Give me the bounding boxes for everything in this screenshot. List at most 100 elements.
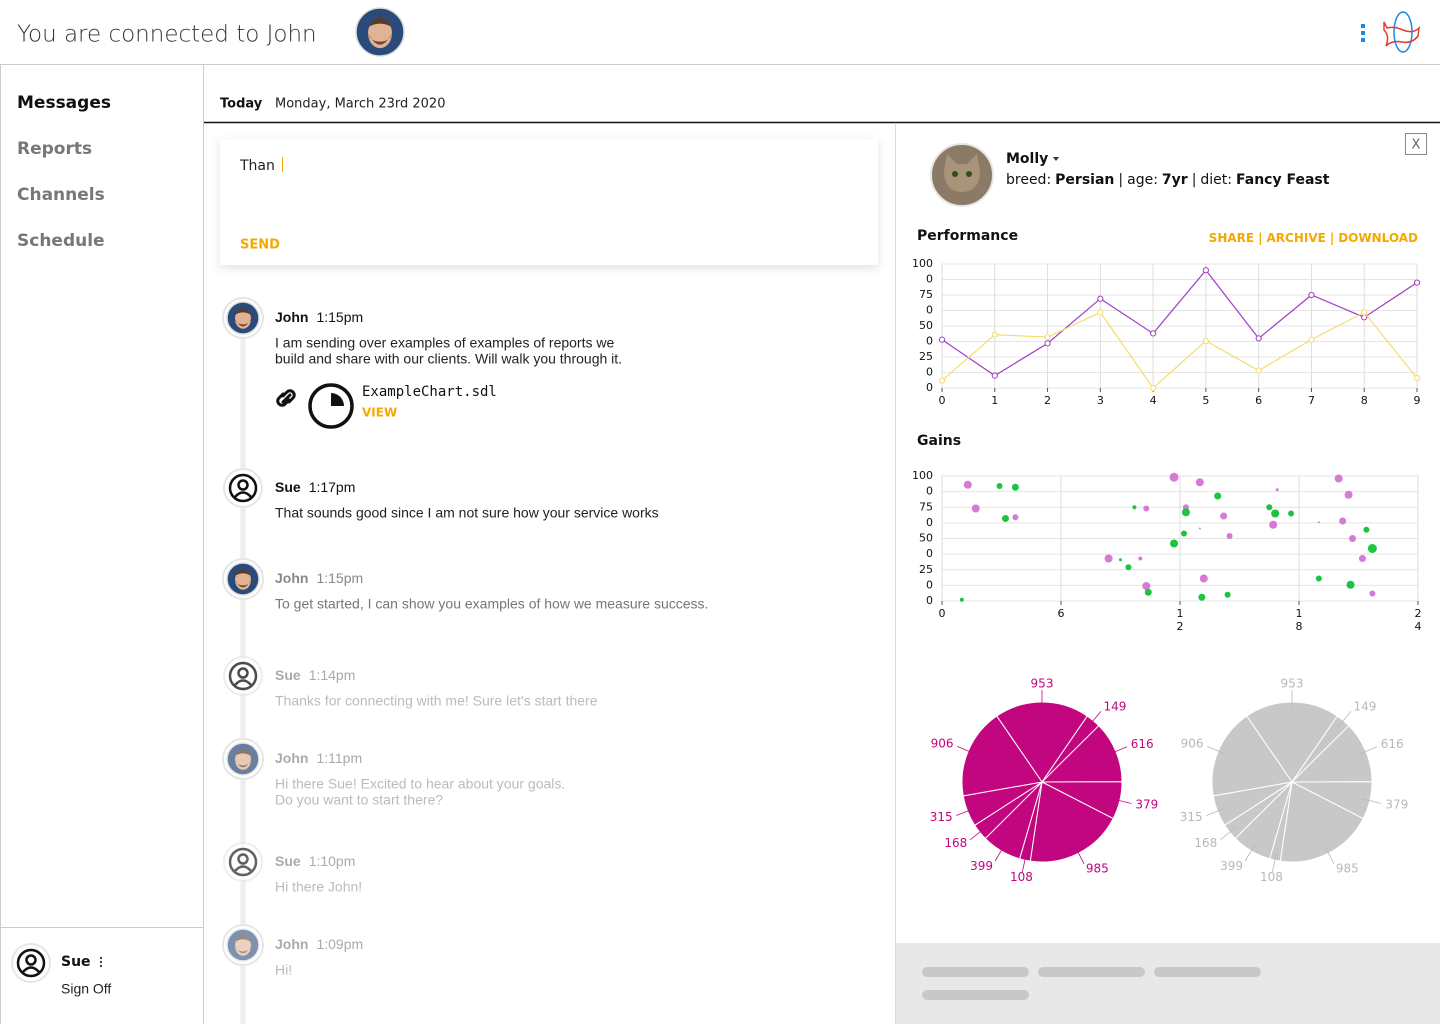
leader-line xyxy=(1361,798,1382,804)
menu-icon[interactable] xyxy=(1361,24,1365,42)
avatar-outline xyxy=(228,847,258,877)
point xyxy=(1220,512,1228,520)
avatar-hair xyxy=(235,935,251,942)
attachment-file: ExampleChart.sdl xyxy=(362,384,497,400)
point xyxy=(1226,533,1233,539)
x-tick-label: 2 xyxy=(1044,394,1051,407)
y-tick-label: 0 xyxy=(926,594,933,607)
message-name: Sue xyxy=(275,853,301,869)
point xyxy=(1198,593,1206,601)
pie-label: 399 xyxy=(970,859,993,873)
leader-line xyxy=(1220,826,1237,841)
pet-head xyxy=(944,154,980,192)
avatar-photo xyxy=(226,928,260,962)
x-tick-label: 8 xyxy=(1361,394,1368,407)
y-tick-label: 50 xyxy=(919,319,933,332)
footer-panel xyxy=(896,943,1440,1024)
y-tick-label: 25 xyxy=(919,563,933,576)
separator: | xyxy=(1192,172,1197,188)
header-title: You are connected to John xyxy=(17,22,317,48)
point xyxy=(1125,564,1132,571)
point xyxy=(1271,509,1280,518)
point xyxy=(1138,556,1143,561)
field-value: Fancy Feast xyxy=(1236,172,1330,188)
point xyxy=(1214,492,1222,500)
avatar-icon xyxy=(223,842,263,882)
point xyxy=(1170,539,1179,548)
avatar-outline xyxy=(16,948,46,978)
composer[interactable] xyxy=(220,139,878,265)
message-header: John 1:11pm xyxy=(275,750,362,766)
point xyxy=(1044,340,1051,347)
avatar-ring xyxy=(226,562,260,596)
message-name: John xyxy=(275,570,308,586)
pie-label: 315 xyxy=(1180,810,1203,824)
nav-item[interactable]: Schedule xyxy=(17,231,105,251)
avatar-hair xyxy=(235,308,251,315)
pet-name[interactable]: Molly xyxy=(1006,151,1048,167)
avatar-beard xyxy=(235,945,251,954)
separator: | xyxy=(1258,231,1262,245)
attachment-view[interactable]: VIEW xyxy=(362,406,397,420)
x-tick-label: 6 xyxy=(1058,607,1065,620)
message-header: John 1:09pm xyxy=(275,936,363,952)
user-menu[interactable] xyxy=(99,956,103,968)
leader-line xyxy=(1206,807,1226,816)
avatar-ring xyxy=(226,928,260,962)
y-tick-label: 0 xyxy=(926,485,933,498)
skeleton xyxy=(1154,967,1261,977)
composer-draft[interactable]: Than xyxy=(239,158,275,174)
y-tick-label: 0 xyxy=(926,381,933,394)
message-header: Sue 1:10pm xyxy=(275,853,355,869)
pie-label: 985 xyxy=(1336,862,1359,876)
close-label[interactable]: X xyxy=(1412,138,1421,153)
point xyxy=(1202,337,1209,344)
avatar-body xyxy=(234,491,252,498)
y-tick-label: 0 xyxy=(926,516,933,529)
x-tick-label: 5 xyxy=(1202,394,1209,407)
point xyxy=(1104,554,1113,563)
point xyxy=(1198,527,1201,530)
message-time: 1:11pm xyxy=(316,750,362,766)
nav-item[interactable]: Channels xyxy=(17,185,105,205)
message-header: John 1:15pm xyxy=(275,570,363,586)
date-label: Today xyxy=(220,97,263,112)
point xyxy=(1288,510,1295,517)
message-text: Do you want to start there? xyxy=(275,792,443,808)
send-button[interactable]: SEND xyxy=(240,238,280,253)
avatar-beard xyxy=(235,318,251,327)
avatar-ring xyxy=(355,7,405,57)
chart-action[interactable]: ARCHIVE xyxy=(1266,231,1325,245)
y-tick-label: 0 xyxy=(926,366,933,379)
pet-eye xyxy=(952,171,958,177)
pie-label: 616 xyxy=(1381,737,1404,751)
message-name: Sue xyxy=(275,479,301,495)
message-text: Hi there John! xyxy=(275,879,362,895)
nav-item[interactable]: Reports xyxy=(17,139,92,159)
avatar-beard xyxy=(368,33,392,45)
leader-line xyxy=(970,826,987,841)
point xyxy=(1334,474,1343,483)
pet-dropdown[interactable] xyxy=(1053,157,1059,161)
point xyxy=(1269,520,1278,529)
message-text: Hi! xyxy=(275,962,292,978)
point xyxy=(1255,335,1262,342)
message-time: 1:10pm xyxy=(309,853,356,869)
leader-line xyxy=(1021,852,1028,872)
message-time: 1:15pm xyxy=(316,309,363,325)
y-tick-label: 75 xyxy=(919,288,933,301)
point xyxy=(1266,504,1273,511)
avatar-hair xyxy=(235,749,251,756)
avatar-head xyxy=(237,479,249,491)
chart-action[interactable]: DOWNLOAD xyxy=(1338,231,1418,245)
close-button[interactable] xyxy=(1405,133,1427,155)
y-tick-label: 50 xyxy=(919,532,933,545)
chart-action[interactable]: SHARE xyxy=(1209,231,1254,245)
nav-item[interactable]: Messages xyxy=(17,93,111,113)
message-name: John xyxy=(275,309,308,325)
sign-off[interactable]: Sign Off xyxy=(61,981,111,997)
message-time: 1:17pm xyxy=(309,479,356,495)
avatar-body xyxy=(234,679,252,686)
y-tick-label: 100 xyxy=(912,469,933,482)
point xyxy=(1097,309,1104,316)
